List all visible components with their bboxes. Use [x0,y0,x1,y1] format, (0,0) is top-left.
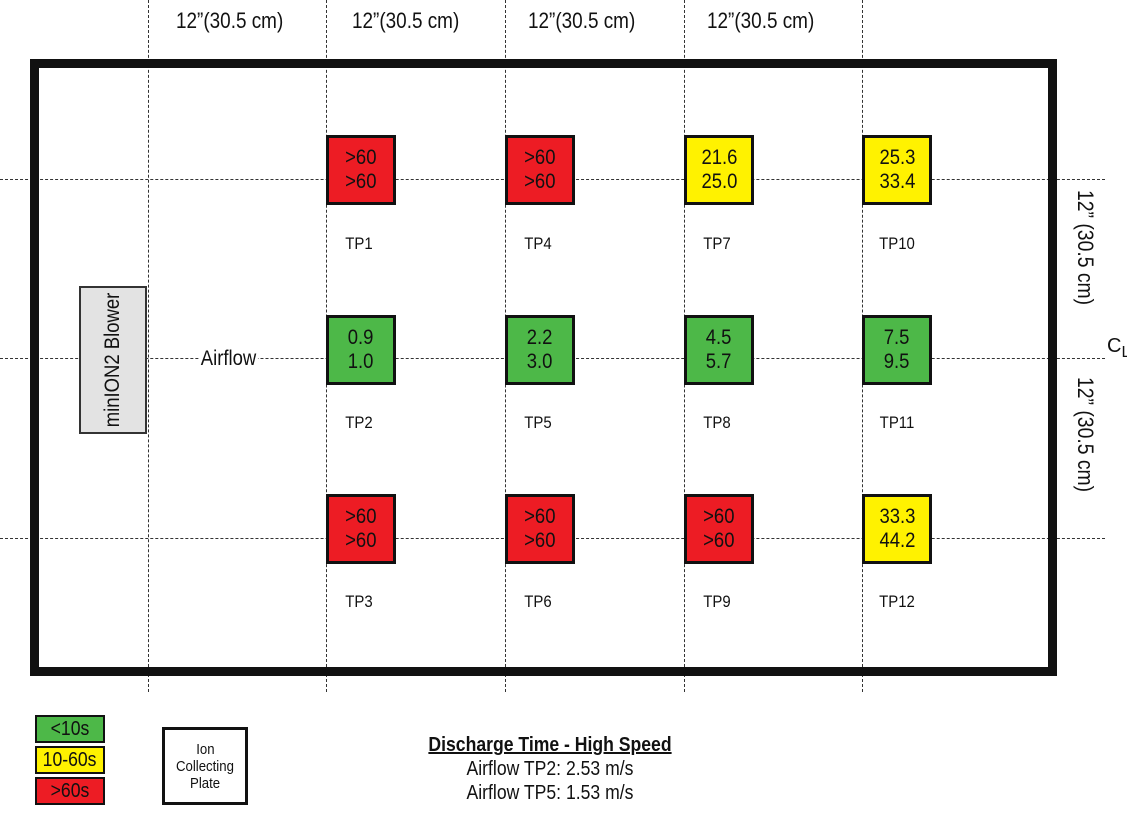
test-point-tp8: 4.5 5.7 [684,315,754,385]
tp12-value-top: 33.3 [879,505,915,528]
tp4-value-bottom: >60 [524,170,556,193]
plate-line-3: Plate [189,774,221,792]
test-point-tp10: 25.3 33.4 [862,135,932,205]
test-point-tp7: 21.6 25.0 [684,135,754,205]
row-dimension-1: 12” (30.5 cm) [1073,190,1098,306]
tp8-value-top: 4.5 [706,326,732,349]
tp6-value-bottom: >60 [524,529,556,552]
tp9-label: TP9 [703,592,731,611]
blower: minION2 Blower [79,286,147,434]
test-point-tp11: 7.5 9.5 [862,315,932,385]
column-dimension-1: 12”(30.5 cm) [176,8,284,33]
tp9-value-top: >60 [703,505,735,528]
tp9-value-bottom: >60 [703,529,735,552]
test-point-tp5: 2.2 3.0 [505,315,575,385]
tp5-value-top: 2.2 [527,326,553,349]
tp1-value-top: >60 [345,146,377,169]
legend-red-label: >60s [50,779,90,802]
tp10-value-top: 25.3 [879,146,915,169]
airflow-label: Airflow [199,347,258,371]
tp3-value-bottom: >60 [345,529,377,552]
tp3-label: TP3 [345,592,373,611]
tp12-value-bottom: 44.2 [879,529,915,552]
legend-yellow-label: 10-60s [43,748,97,771]
test-point-tp12: 33.3 44.2 [862,494,932,564]
column-dimension-3: 12”(30.5 cm) [528,8,636,33]
legend-green-label: <10s [50,717,90,740]
tp7-label: TP7 [703,234,731,253]
tp4-label: TP4 [524,234,552,253]
tp7-value-bottom: 25.0 [701,170,737,193]
legend-red: >60s [35,777,105,805]
tp12-label: TP12 [879,592,915,611]
tp4-value-top: >60 [524,146,556,169]
legend-yellow: 10-60s [35,746,105,774]
test-point-tp9: >60 >60 [684,494,754,564]
tp2-value-bottom: 1.0 [348,350,374,373]
tp8-value-bottom: 5.7 [706,350,732,373]
test-point-tp3: >60 >60 [326,494,396,564]
tp11-label: TP11 [879,413,915,432]
table-outline [30,59,1057,676]
tp8-label: TP8 [703,413,731,432]
tp6-label: TP6 [524,592,552,611]
tp11-value-top: 7.5 [884,326,910,349]
centerline-c: C [1107,335,1122,357]
centerline-l: L [1121,344,1127,361]
centerline-marker: CL [1107,335,1127,362]
tp1-label: TP1 [345,234,373,253]
test-point-tp6: >60 >60 [505,494,575,564]
tp5-value-bottom: 3.0 [527,350,553,373]
tp1-value-bottom: >60 [345,170,377,193]
tp10-value-bottom: 33.4 [879,170,915,193]
test-point-tp2: 0.9 1.0 [326,315,396,385]
caption-title: Discharge Time - High Speed [428,734,672,756]
test-point-tp4: >60 >60 [505,135,575,205]
tp5-label: TP5 [524,413,552,432]
tp3-value-top: >60 [345,505,377,528]
test-point-tp1: >60 >60 [326,135,396,205]
caption: Discharge Time - High Speed Airflow TP2:… [400,733,700,805]
column-dimension-2: 12”(30.5 cm) [352,8,460,33]
tp10-label: TP10 [879,234,915,253]
legend-green: <10s [35,715,105,743]
tp2-label: TP2 [345,413,373,432]
blower-label: minION2 Blower [101,292,124,428]
grid-line-vertical [148,0,149,692]
column-dimension-4: 12”(30.5 cm) [707,8,815,33]
plate-line-1: Ion [195,740,215,758]
caption-line-1: Airflow TP2: 2.53 m/s [466,758,634,780]
tp6-value-top: >60 [524,505,556,528]
plate-line-2: Collecting [176,757,234,775]
caption-line-2: Airflow TP5: 1.53 m/s [466,782,634,804]
ion-collecting-plate-legend: Ion Collecting Plate [162,727,248,805]
tp11-value-bottom: 9.5 [884,350,910,373]
tp7-value-top: 21.6 [701,146,737,169]
row-dimension-2: 12” (30.5 cm) [1073,377,1098,493]
tp2-value-top: 0.9 [348,326,374,349]
